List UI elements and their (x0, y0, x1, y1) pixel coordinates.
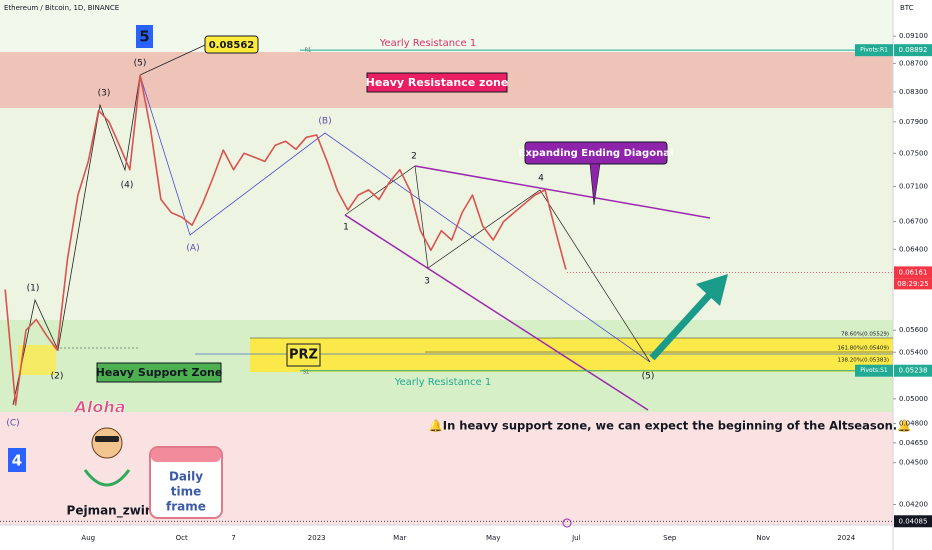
wave-label: (1) (27, 284, 40, 294)
fib-label: 161.80%(0.05409) (837, 346, 889, 352)
badge (894, 364, 932, 377)
level-label: Yearly Resistance 1 (394, 377, 491, 388)
badge-value: 0.08892 (899, 46, 928, 54)
fib-label: 138.20%(0.05383) (837, 358, 889, 364)
pattern-label: Expanding Ending Diagonal (519, 148, 674, 159)
wave-label: 2 (411, 152, 417, 162)
avatar (91, 427, 123, 459)
wave-label: (A) (186, 244, 199, 254)
fib-label: 78.60%(0.05529) (841, 332, 889, 338)
abc-line (139, 74, 651, 363)
badge-name: Pivots:R1 (860, 47, 888, 54)
prz-label: PRZ (289, 348, 318, 363)
x-tick-label: Oct (176, 534, 188, 542)
badge-value: 0.04085 (899, 517, 928, 525)
x-tick-label: 7 (231, 534, 235, 542)
event-icon (562, 518, 572, 528)
x-tick-label: Sep (663, 534, 677, 542)
x-tick-label: 2024 (837, 534, 855, 542)
y-tick-label: 0.07900 (899, 118, 928, 126)
badge-value: 0.06161 (899, 268, 928, 276)
greeting: Aloha (72, 398, 125, 417)
note: 🔔In heavy support zone, we can expect th… (428, 419, 911, 433)
x-tick-label: Nov (756, 534, 770, 542)
y-tick-label: 0.06400 (899, 245, 928, 253)
count-label: 4 (12, 452, 22, 470)
y-tick-label: 0.05000 (899, 395, 928, 403)
wave-line (12, 74, 141, 406)
count-box (136, 25, 153, 48)
x-tick-label: May (486, 534, 500, 542)
badge (855, 44, 893, 57)
callout-label: 0.08562 (209, 40, 255, 51)
wave-label: 3 (424, 277, 430, 287)
prz-box (286, 343, 321, 367)
y-tick-label: 0.08300 (899, 88, 928, 96)
y-tick-label: 0.08700 (899, 59, 928, 67)
zone-label: Heavy Resistance zone (366, 76, 509, 89)
badge-countdown: 08:29:25 (897, 280, 928, 288)
badge (894, 278, 932, 290)
wave-label: (4) (121, 181, 134, 191)
badge (855, 364, 893, 377)
badge (894, 515, 932, 528)
timeframe: time (171, 485, 202, 499)
prz-band (250, 338, 893, 372)
y-tick-label: 0.06700 (899, 218, 928, 226)
pattern-pointer (589, 163, 601, 206)
timeframe: Daily (169, 470, 203, 484)
badge-value: 0.05238 (899, 367, 928, 375)
y-tick-label: 0.05400 (899, 348, 928, 356)
y-tick-label: 0.04200 (899, 500, 928, 508)
y-tick-label: 0.07100 (899, 182, 928, 190)
wave-label: (3) (98, 89, 111, 99)
wave-label: (B) (318, 117, 331, 127)
calendar (149, 446, 223, 519)
y-tick-label: 0.04800 (899, 420, 928, 428)
mid-band (0, 108, 893, 320)
callout-line (139, 44, 206, 76)
arrow-shaft (649, 289, 715, 361)
zone-box (366, 72, 508, 93)
timeframe: frame (166, 500, 206, 514)
arrow-head (696, 274, 728, 306)
count-label: 5 (139, 28, 149, 46)
avatar-lei (83, 469, 131, 487)
wave-label: (5) (642, 372, 655, 382)
badge (894, 266, 932, 279)
x-tick-label: 2023 (308, 534, 326, 542)
avatar-glasses (95, 436, 119, 442)
y-tick-label: 0.09100 (899, 32, 928, 40)
badge (894, 44, 932, 57)
wave-label: 1 (343, 223, 349, 233)
x-tick-label: Jul (571, 534, 581, 542)
x-tick-label: Aug (81, 534, 95, 542)
x-tick-label: Mar (393, 534, 406, 542)
wave-label: (C) (6, 419, 19, 429)
level-label: Yearly Resistance 1 (379, 38, 476, 49)
y-tick-label: 0.04650 (899, 439, 928, 447)
author: Pejman_zwin (67, 504, 154, 519)
trend-line (414, 165, 711, 219)
callout-box (204, 35, 259, 54)
level-tag: S1 (303, 370, 309, 376)
count-box (8, 448, 26, 472)
zone-label: Heavy Support Zone (96, 366, 223, 379)
calendar-top (151, 448, 221, 462)
badge-name: Pivots:S1 (860, 367, 888, 374)
wave-label: (5) (134, 59, 147, 69)
wave-label: (2) (51, 372, 64, 382)
zone-box (96, 362, 222, 383)
trend-line (344, 214, 649, 411)
y-tick-label: 0.05600 (899, 326, 928, 334)
chart-title: Ethereum / Bitcoin, 1D, BINANCE (4, 4, 119, 12)
y-tick-label: 0.04500 (899, 459, 928, 467)
price-line (4, 74, 567, 406)
y-unit: BTC (900, 4, 914, 12)
y-tick-label: 0.07500 (899, 149, 928, 157)
wave-label: 4 (538, 174, 544, 184)
lower-band (0, 412, 893, 525)
